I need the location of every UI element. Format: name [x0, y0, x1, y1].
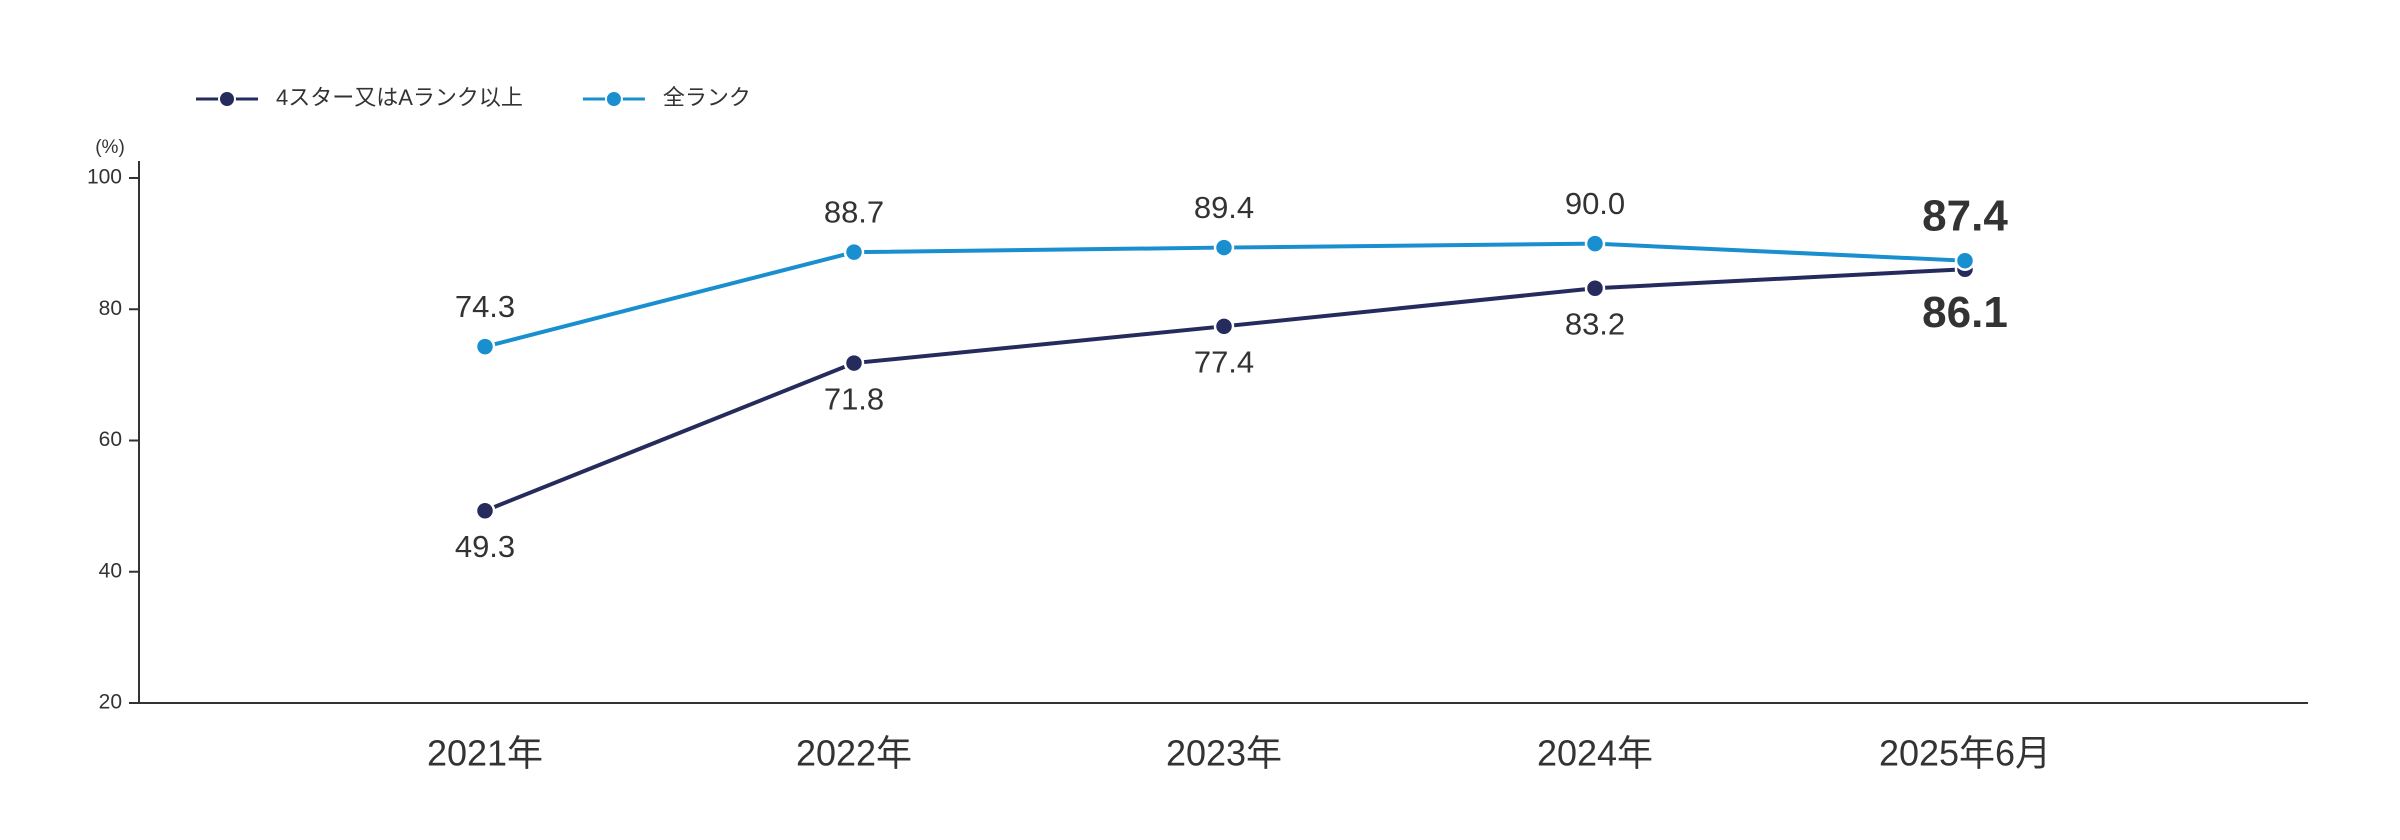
x-tick-label: 2025年6月 — [1879, 733, 2051, 774]
x-tick-label: 2022年 — [796, 733, 912, 774]
point — [474, 336, 496, 357]
value-label: 49.3 — [455, 529, 515, 564]
x-tick-label: 2024年 — [1537, 733, 1653, 774]
value-label: 86.1 — [1922, 288, 2008, 337]
value-label: 83.2 — [1565, 306, 1625, 341]
value-label: 74.3 — [455, 289, 515, 324]
legend-marker — [604, 90, 623, 108]
value-label: 88.7 — [824, 194, 884, 229]
y-tick-label: 60 — [99, 428, 122, 451]
point — [474, 500, 496, 521]
point — [1954, 250, 1976, 271]
legend-marker — [218, 90, 236, 108]
x-tick-label: 2021年 — [427, 733, 543, 774]
value-label: 87.4 — [1922, 191, 2008, 240]
point — [1213, 316, 1235, 337]
value-label: 90.0 — [1565, 186, 1625, 221]
point — [1584, 278, 1606, 299]
value-label: 77.4 — [1194, 345, 1254, 380]
y-tick-label: 100 — [87, 166, 122, 189]
point — [1213, 237, 1235, 258]
y-unit: (%) — [95, 137, 125, 158]
legend-label: 4スター又はAランク以上 — [276, 85, 523, 110]
y-tick-label: 40 — [99, 559, 122, 582]
point — [1584, 233, 1606, 254]
value-label: 89.4 — [1194, 190, 1254, 225]
point — [843, 352, 865, 374]
series-line — [484, 267, 1966, 513]
value-label: 71.8 — [824, 381, 884, 416]
y-tick-label: 20 — [99, 691, 122, 714]
point — [843, 241, 865, 263]
y-tick-label: 80 — [99, 297, 122, 320]
x-tick-label: 2023年 — [1166, 733, 1282, 774]
legend-label: 全ランク — [663, 85, 751, 110]
